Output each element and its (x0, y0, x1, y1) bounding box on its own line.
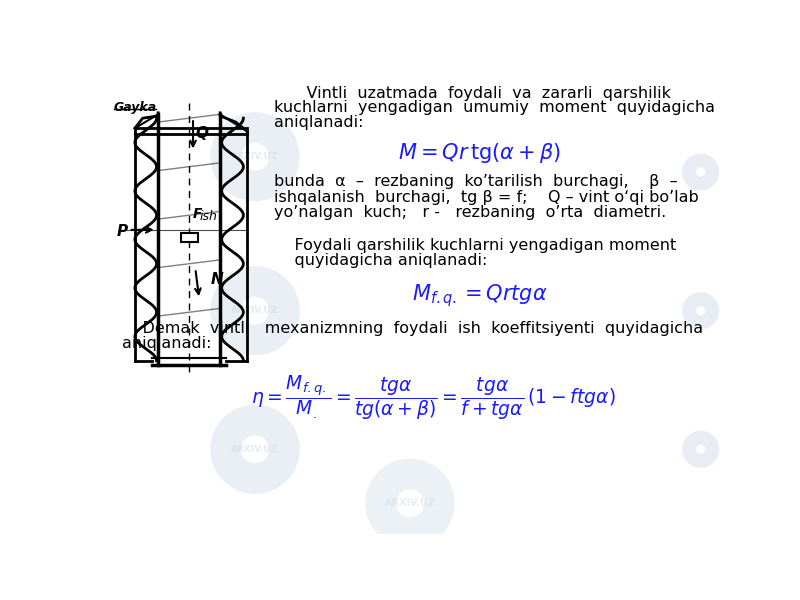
Text: quyidagicha aniqlanadi:: quyidagicha aniqlanadi: (274, 253, 488, 268)
Text: $M_{f.q.} = Qrtg\alpha$: $M_{f.q.} = Qrtg\alpha$ (412, 282, 547, 309)
Text: Gayka: Gayka (114, 101, 157, 114)
Text: bunda  α  –  rezbaning  ko’tarilish  burchagi,    β  –: bunda α – rezbaning ko’tarilish burchagi… (274, 175, 678, 190)
Text: aniqlanadi:: aniqlanadi: (122, 336, 211, 351)
Text: Vintli  uzatmada  foydali  va  zararli  qarshilik: Vintli uzatmada foydali va zararli qarsh… (286, 86, 671, 101)
Text: ARXIV.UZ: ARXIV.UZ (231, 445, 278, 454)
Text: $M = Qr\,\mathrm{tg}(\alpha + \beta)$: $M = Qr\,\mathrm{tg}(\alpha + \beta)$ (398, 141, 561, 165)
Text: F: F (193, 208, 202, 221)
Text: Demak  vintli   mexanizmning  foydali  ish  koeffitsiyenti  quyidagicha: Demak vintli mexanizmning foydali ish ko… (122, 321, 703, 336)
Text: ish: ish (199, 210, 217, 223)
Text: kuchlarni  yengadigan  umumiy  moment  quyidagicha: kuchlarni yengadigan umumiy moment quyid… (274, 100, 715, 115)
Text: Q: Q (195, 126, 208, 141)
Text: ARXIV.UZ: ARXIV.UZ (231, 152, 278, 161)
Text: N: N (211, 272, 223, 287)
Text: ARXIV.UZ: ARXIV.UZ (231, 306, 278, 315)
Text: aniqlanadi:: aniqlanadi: (274, 115, 364, 130)
Text: Foydali qarshilik kuchlarni yengadigan moment: Foydali qarshilik kuchlarni yengadigan m… (274, 238, 677, 253)
Text: $\eta = \dfrac{M_{f.q.}}{M_{.}} = \dfrac{tg\alpha}{tg(\alpha + \beta)} = \dfrac{: $\eta = \dfrac{M_{f.q.}}{M_{.}} = \dfrac… (251, 373, 616, 422)
Text: yo’nalgan  kuch;   r -   rezbaning  o’rta  diametri.: yo’nalgan kuch; r - rezbaning o’rta diam… (274, 205, 666, 220)
Text: ishqalanish  burchagi,  tg β = f;    Q – vint o‘qi bo’lab: ishqalanish burchagi, tg β = f; Q – vint… (274, 190, 699, 205)
Text: P: P (117, 224, 128, 239)
Bar (181, 233, 198, 242)
Text: ARXIV.UZ: ARXIV.UZ (385, 498, 435, 508)
